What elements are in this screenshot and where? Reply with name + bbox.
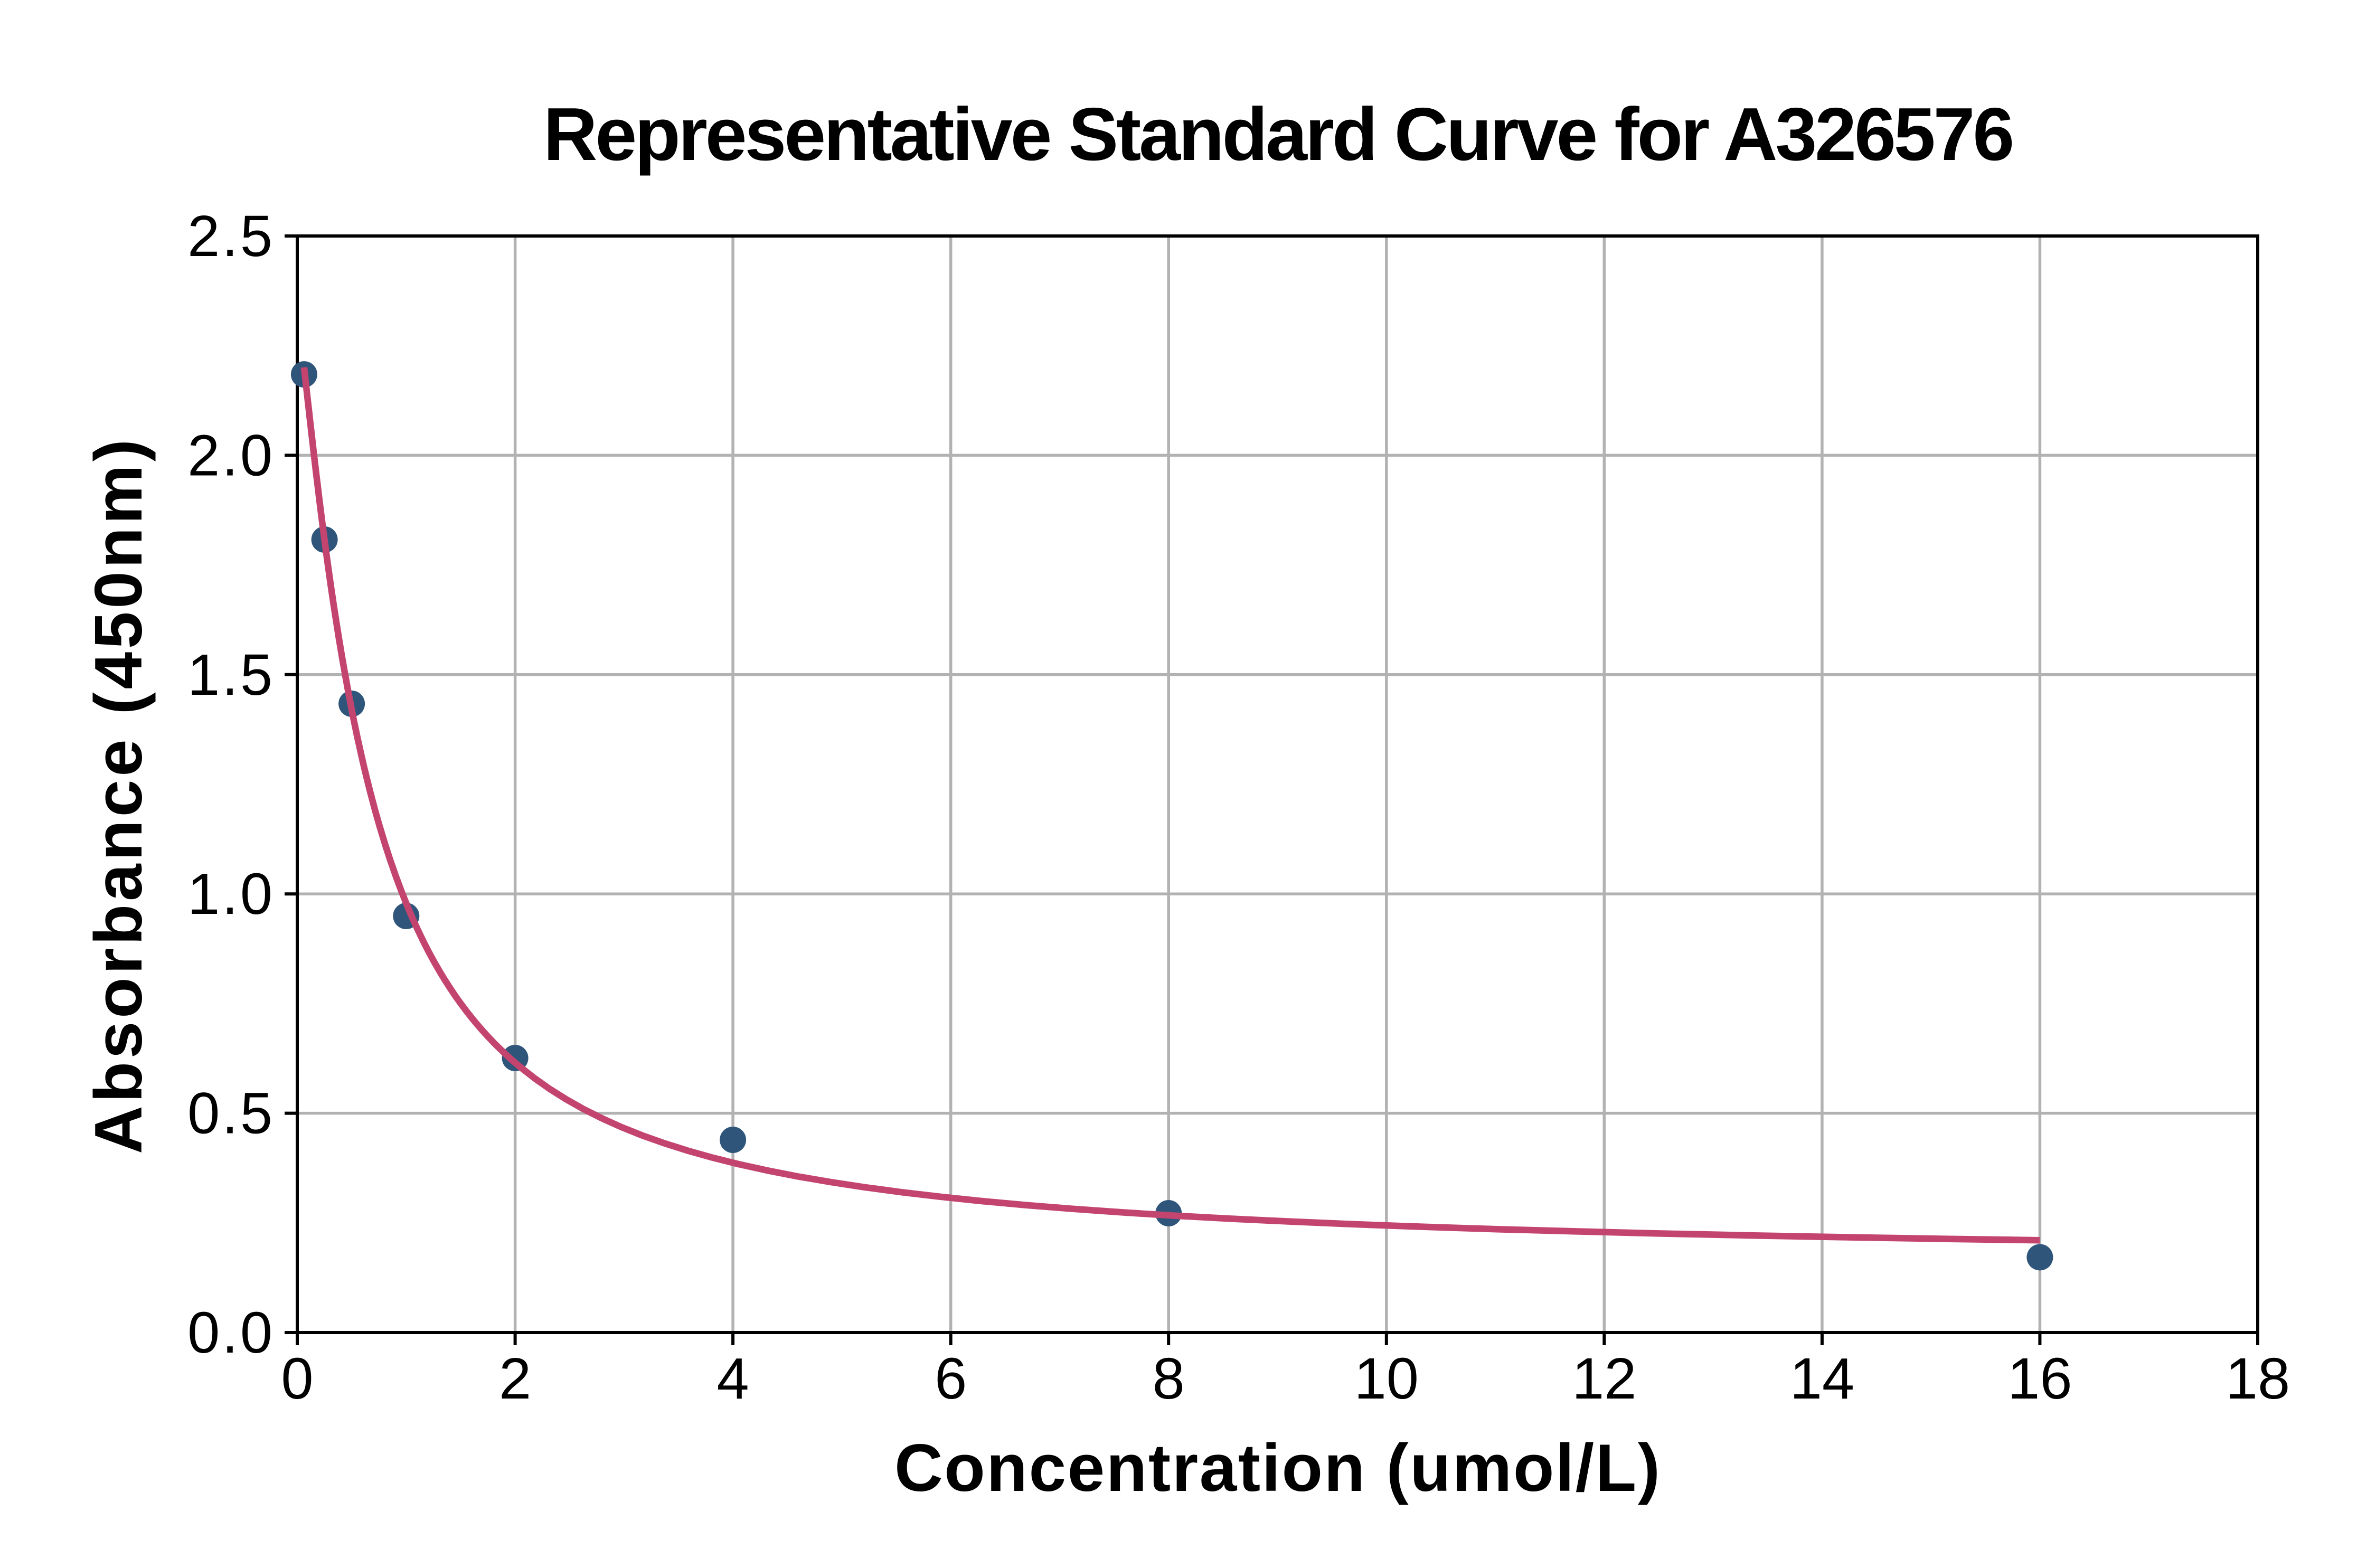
svg-text:6: 6 — [935, 1346, 967, 1411]
svg-text:16: 16 — [2007, 1346, 2072, 1411]
svg-text:4: 4 — [717, 1346, 749, 1411]
svg-text:1.5: 1.5 — [187, 643, 275, 707]
svg-text:Representative Standard Curve: Representative Standard Curve for A32657… — [543, 92, 2012, 176]
svg-text:12: 12 — [1572, 1346, 1636, 1411]
svg-text:0.5: 0.5 — [187, 1081, 275, 1146]
svg-text:0: 0 — [281, 1346, 313, 1411]
svg-text:8: 8 — [1153, 1346, 1185, 1411]
svg-text:1.0: 1.0 — [187, 862, 275, 927]
svg-text:2.5: 2.5 — [187, 204, 275, 269]
svg-text:Concentration (umol/L): Concentration (umol/L) — [894, 1430, 1660, 1505]
svg-text:0.0: 0.0 — [187, 1300, 275, 1365]
svg-text:14: 14 — [1790, 1346, 1854, 1411]
svg-text:Absorbance (450nm): Absorbance (450nm) — [81, 439, 156, 1154]
svg-text:2.0: 2.0 — [187, 423, 275, 488]
svg-text:2: 2 — [499, 1346, 531, 1411]
svg-text:10: 10 — [1354, 1346, 1419, 1411]
svg-text:18: 18 — [2226, 1346, 2290, 1411]
